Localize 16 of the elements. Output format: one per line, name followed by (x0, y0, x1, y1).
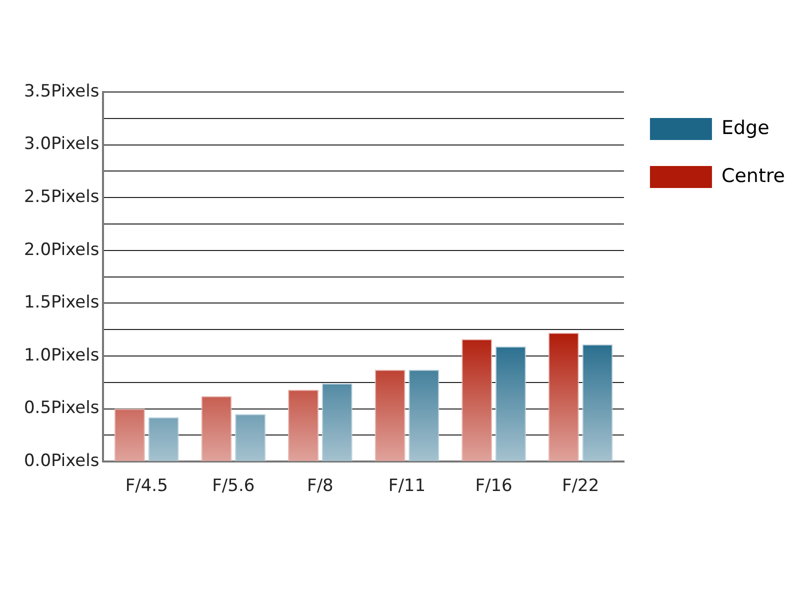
y-tick-label: 1.5Pixels (24, 292, 100, 313)
x-tick-label: F/8 (307, 476, 334, 496)
x-tick-label: F/4.5 (125, 476, 168, 496)
y-tick-label: 0.0Pixels (24, 451, 100, 472)
y-tick-label: 2.0Pixels (24, 240, 100, 260)
y-tick-label: 2.5Pixels (24, 187, 100, 208)
y-tick-label: 3.5Pixels (24, 81, 100, 102)
legend-label: Edge (721, 116, 770, 139)
x-tick-label: F/22 (562, 476, 600, 496)
y-tick-label: 1.0Pixels (24, 345, 100, 366)
legend-label: Centre (721, 164, 785, 187)
y-tick-label: 3.0Pixels (24, 134, 100, 154)
x-tick-label: F/11 (388, 476, 426, 496)
y-tick-label: 0.5Pixels (24, 398, 100, 418)
x-tick-label: F/5.6 (212, 476, 255, 496)
x-tick-label: F/16 (475, 476, 512, 496)
